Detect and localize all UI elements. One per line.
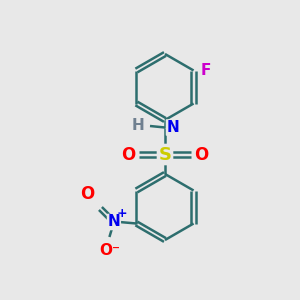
- Text: O: O: [194, 146, 209, 164]
- Text: O: O: [80, 185, 94, 203]
- Text: F: F: [200, 63, 211, 78]
- Text: N: N: [167, 120, 179, 135]
- Text: N: N: [107, 214, 120, 230]
- Text: H: H: [131, 118, 144, 134]
- Text: O⁻: O⁻: [99, 243, 120, 258]
- Text: O: O: [121, 146, 136, 164]
- Text: +: +: [117, 207, 128, 220]
- Text: S: S: [158, 146, 172, 164]
